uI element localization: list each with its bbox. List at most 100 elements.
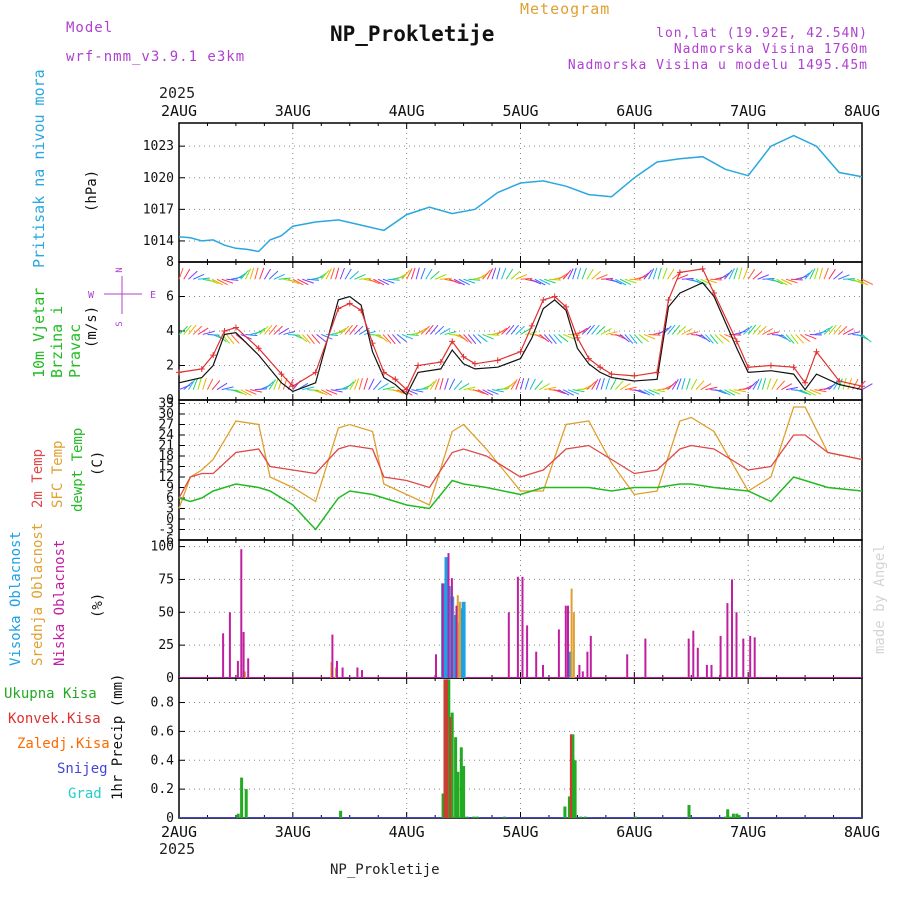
wind-barb bbox=[638, 272, 650, 280]
wind-barb bbox=[752, 271, 763, 280]
wind-gust-marker bbox=[711, 290, 718, 297]
wind-gust-marker bbox=[802, 379, 809, 386]
wind-barb bbox=[496, 327, 508, 335]
x-axis-label-bottom: 3AUG bbox=[275, 823, 311, 841]
wind-barb bbox=[254, 327, 266, 335]
wind-gust-marker bbox=[859, 383, 865, 390]
wind-barb bbox=[596, 325, 606, 335]
wind-barb bbox=[781, 383, 793, 391]
wind-barb bbox=[216, 278, 228, 286]
wind-barb bbox=[335, 327, 347, 335]
cloud-low-bar bbox=[687, 638, 690, 678]
wind-barb bbox=[477, 272, 489, 280]
cloud-low-bar bbox=[753, 637, 756, 678]
wind-barb bbox=[472, 276, 485, 280]
cloud-low-bar bbox=[731, 579, 733, 678]
precip-total-bar bbox=[456, 771, 460, 818]
wind-barb bbox=[250, 331, 262, 335]
wind-barb bbox=[643, 333, 656, 340]
wind-barb bbox=[448, 378, 456, 390]
wind-gust-marker bbox=[733, 338, 740, 345]
wind-barb bbox=[757, 274, 769, 280]
wind-barb bbox=[468, 278, 481, 281]
wind-barb bbox=[463, 386, 476, 391]
x-axis-label-top: 8AUG bbox=[844, 102, 880, 120]
wind-barb bbox=[591, 270, 601, 280]
cloud-mid-bar bbox=[572, 612, 575, 678]
wind-gust-marker bbox=[665, 296, 672, 303]
wind-barb bbox=[392, 276, 405, 280]
precip-total-bar bbox=[339, 810, 343, 818]
wind-gust-marker bbox=[494, 357, 501, 364]
wind-barb bbox=[344, 268, 352, 280]
wind-barb bbox=[577, 327, 588, 335]
wind-barb bbox=[643, 269, 652, 280]
wind-barb bbox=[761, 377, 767, 390]
wind-barb bbox=[458, 382, 470, 391]
wind-barb bbox=[676, 378, 682, 390]
wind-speed-line bbox=[178, 281, 863, 396]
y-tick-label: 1014 bbox=[143, 234, 174, 249]
wind-barb bbox=[795, 275, 808, 280]
cloud-low-bar bbox=[356, 667, 359, 678]
wind-barb bbox=[287, 278, 300, 285]
wind-barb bbox=[619, 383, 631, 391]
precip-total-bar bbox=[723, 816, 727, 818]
wind-barb bbox=[359, 277, 372, 280]
wind-barb bbox=[705, 386, 718, 391]
wind-barb bbox=[610, 278, 622, 285]
wind-barb bbox=[316, 334, 327, 343]
y-tick-label: 18 bbox=[158, 449, 174, 464]
wind-barb bbox=[401, 269, 411, 280]
wind-barb bbox=[510, 324, 519, 335]
wind-barb bbox=[183, 381, 194, 391]
wind-barb bbox=[605, 331, 618, 335]
model-elevation-label: Nadmorska Visina u modelu 1495.45m bbox=[567, 58, 868, 73]
x-axis-label-bottom: 4AUG bbox=[389, 823, 425, 841]
wind-barb bbox=[539, 334, 550, 343]
pressure-line bbox=[178, 134, 863, 253]
wind-gust-marker bbox=[790, 364, 797, 371]
wind-barb bbox=[676, 325, 687, 335]
wind-barb bbox=[259, 267, 265, 280]
cloud-low-bar bbox=[242, 632, 245, 678]
wind-barb bbox=[634, 389, 646, 395]
wind-barb bbox=[781, 278, 793, 286]
wind-barb bbox=[719, 389, 731, 396]
wind-barb bbox=[558, 334, 569, 343]
wind-barb bbox=[838, 274, 850, 280]
wind-gust-marker bbox=[551, 293, 558, 300]
wind-barb bbox=[449, 278, 461, 285]
wind-barb bbox=[629, 334, 638, 345]
wind-gust-marker bbox=[210, 352, 217, 359]
wind-barb bbox=[539, 278, 551, 286]
wind-gust-marker bbox=[460, 353, 467, 360]
wind-barb bbox=[814, 267, 819, 280]
y-tick-label: 0.6 bbox=[151, 724, 174, 739]
precip-total-label: Ukupna Kisa bbox=[4, 686, 97, 702]
cloud-low-bar bbox=[567, 605, 569, 678]
wind-barb bbox=[273, 273, 286, 280]
wind-barb bbox=[420, 325, 430, 335]
cloud-low-bar bbox=[247, 658, 250, 678]
wind-barb bbox=[235, 389, 247, 396]
y-tick-label: 100 bbox=[151, 540, 174, 555]
wind-barb bbox=[724, 269, 733, 280]
wind-barb bbox=[747, 324, 757, 335]
wind-barb bbox=[510, 379, 518, 390]
wind-barb bbox=[211, 380, 221, 390]
elevation-label: Nadmorska Visina 1760m bbox=[673, 42, 868, 57]
product-name: Meteogram bbox=[520, 0, 611, 18]
wind-barb bbox=[562, 389, 575, 396]
wind-barb bbox=[837, 378, 843, 390]
wind-gust-marker bbox=[346, 300, 353, 307]
wind-gust-marker bbox=[836, 378, 843, 385]
wind-barb bbox=[558, 389, 570, 396]
wind-barb bbox=[467, 334, 477, 345]
wind-barb bbox=[610, 378, 617, 390]
cloud-low-bar bbox=[564, 605, 567, 678]
wind-barb bbox=[667, 381, 677, 391]
precip-total-bar bbox=[573, 760, 577, 818]
wind-barb bbox=[534, 380, 543, 390]
